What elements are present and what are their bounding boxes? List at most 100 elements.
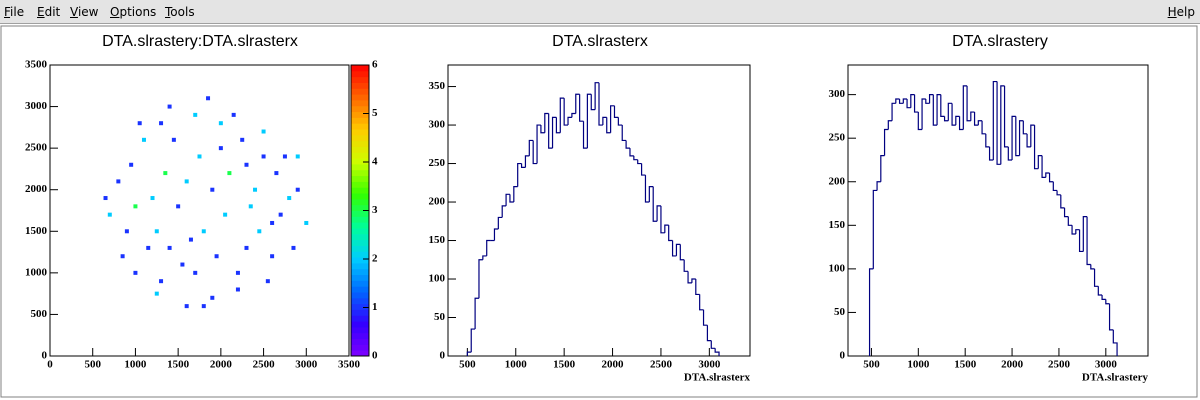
point (201, 229, 206, 234)
menu-item[interactable]: View (70, 5, 99, 19)
histogram-bin (586, 93, 592, 149)
histogram-bin (513, 186, 518, 203)
point (235, 287, 240, 292)
z-tick-label: 2 (372, 253, 378, 265)
histogram-bin (625, 140, 630, 149)
point (154, 291, 159, 296)
colorbar-cell (351, 338, 369, 345)
colorbar-cell (351, 187, 369, 194)
y-tick-label: 200 (829, 175, 846, 187)
point (282, 154, 287, 159)
histogram-bin (1048, 173, 1054, 183)
point (133, 270, 138, 275)
chart-title: DTA.slrasterx (552, 33, 648, 50)
histogram-bin (970, 111, 975, 121)
point (180, 262, 185, 267)
histogram-bin (679, 244, 685, 261)
point (231, 112, 236, 117)
histogram-bin (1108, 303, 1114, 331)
y-tick-label: 150 (429, 234, 446, 246)
histogram-bin (610, 105, 615, 133)
colorbar-cell (351, 198, 369, 206)
pad: DTA.slrastery 500 1000 1500 2000 2500 3000 0 50 1… (829, 33, 1149, 384)
point (150, 196, 155, 201)
menu-item[interactable]: Options (110, 5, 157, 19)
point (278, 212, 283, 217)
z-tick-label: 6 (372, 59, 378, 71)
x-tick-label: 2000 (210, 359, 233, 371)
colorbar-cell (351, 257, 369, 264)
colorbar-cell (351, 344, 369, 351)
colorbar-cell (351, 65, 369, 72)
y-tick-label: 150 (829, 219, 846, 231)
histogram-bin (524, 155, 530, 168)
y-tick-label: 3500 (25, 59, 48, 71)
colorbar-cell (351, 350, 369, 357)
point (159, 279, 164, 284)
point (171, 137, 176, 142)
histogram-bin (921, 98, 926, 130)
colorbar-cell (351, 94, 369, 101)
colorbar-cell (351, 332, 369, 340)
colorbar-cell (351, 286, 369, 293)
y-tick-label: 500 (31, 308, 48, 320)
histogram-bin (1082, 215, 1088, 252)
colorbar-cell (351, 105, 369, 113)
menu-item[interactable]: Edit (37, 5, 61, 19)
frame (49, 64, 350, 357)
histogram-bin (925, 98, 930, 104)
y-tick-label: 0 (42, 350, 48, 362)
histogram-bin (548, 113, 553, 149)
y-tick-label: 0 (440, 350, 446, 362)
point (265, 279, 270, 284)
canvas-border (0, 25, 1198, 398)
z-tick-label: 4 (372, 156, 378, 168)
colorbar-cell (351, 239, 369, 246)
histogram-bin (482, 255, 487, 260)
histogram-bin (594, 82, 599, 110)
y-tick-label: 200 (429, 196, 446, 208)
menu-item[interactable]: Help (1167, 5, 1195, 19)
histogram-bin (876, 181, 881, 191)
histogram-bin (872, 189, 878, 269)
x-tick-label: 1000 (505, 359, 528, 371)
x-tick-label: 3000 (1095, 359, 1118, 371)
colorbar-cell (351, 309, 369, 316)
y-tick-label: 300 (829, 88, 846, 100)
histogram-bin (1067, 216, 1073, 226)
histogram-bin (1078, 229, 1084, 253)
histogram-bin (977, 120, 983, 126)
point (129, 162, 134, 167)
histogram-bin (1056, 190, 1061, 196)
point (193, 270, 198, 275)
x-tick-label: 2500 (253, 359, 276, 371)
histogram-bin (517, 162, 522, 187)
histogram-bin (1030, 124, 1035, 147)
histogram-bin (571, 112, 576, 118)
point (120, 254, 125, 259)
menu-item[interactable]: File (4, 5, 25, 19)
histogram-bin (644, 175, 650, 203)
colorbar-cell (351, 146, 369, 153)
point (257, 229, 262, 234)
histogram-bin (1045, 172, 1050, 178)
histogram-bin (695, 279, 700, 296)
menu-bar: File Edit View Options Tools Help (0, 0, 1200, 24)
point (214, 254, 219, 259)
y-tick-label: 100 (829, 262, 846, 274)
point (167, 245, 172, 250)
histogram-bin (710, 340, 716, 349)
z-tick-label: 0 (372, 350, 378, 362)
point (240, 137, 245, 142)
y-tick-label: 250 (829, 132, 846, 144)
histogram-bin (648, 186, 654, 203)
point (141, 137, 146, 142)
histogram-bin (1105, 299, 1110, 305)
point (244, 245, 249, 250)
histogram-bin (947, 102, 953, 121)
point (159, 121, 164, 126)
pad: DTA.slrasterx 500 1000 1500 2000 2500 3000 0 50 1… (429, 33, 751, 384)
menu-item[interactable]: Tools (165, 5, 195, 19)
histogram-bin (621, 125, 627, 142)
histogram-bin (1063, 207, 1069, 218)
